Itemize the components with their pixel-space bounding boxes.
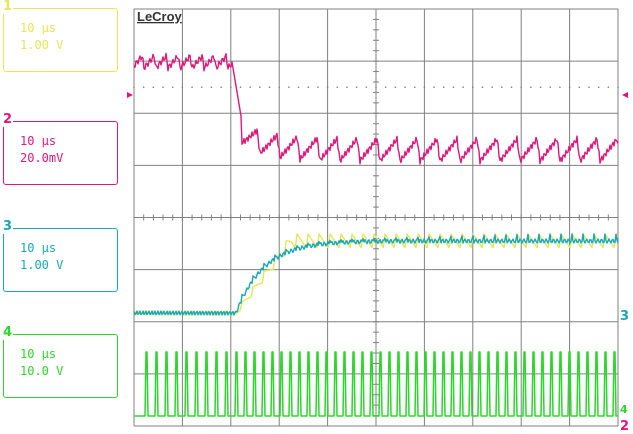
- channel-3-info[interactable]: 3 10 µs 1.00 V: [2, 220, 118, 292]
- grid: [133, 8, 619, 427]
- grid-dot: [210, 86, 213, 88]
- grid-dot: [239, 86, 242, 88]
- grid-dot: [481, 86, 484, 88]
- channel-2-info[interactable]: 2 10 µs 20.0mV: [2, 113, 118, 185]
- grid-dot: [181, 86, 184, 88]
- ch4-ground-marker: 4: [620, 403, 628, 416]
- trigger-level-right-marker: [622, 92, 628, 98]
- grid-dot: [607, 86, 610, 88]
- grid-dot: [462, 86, 464, 88]
- channel-1-info[interactable]: 1 10 µs 1.00 V: [2, 0, 118, 72]
- grid-dot: [220, 86, 222, 88]
- grid-dot: [346, 86, 348, 88]
- grid-dot: [133, 86, 135, 88]
- channel-3-timebase: 10 µs: [20, 241, 57, 255]
- channel-1-trace: [133, 233, 619, 316]
- grid-dot: [230, 86, 232, 88]
- grid-dot: [617, 86, 619, 88]
- grid-dot: [597, 86, 600, 88]
- channel-4-number: 4: [2, 325, 14, 340]
- grid-dot: [520, 86, 522, 88]
- grid-dot: [413, 86, 416, 88]
- channel-2-scale: 20.0mV: [20, 151, 64, 165]
- grid-dot: [375, 86, 377, 88]
- grid-dot: [142, 86, 145, 88]
- grid-dot: [588, 86, 590, 88]
- grid-dot: [568, 86, 571, 88]
- grid-dot: [501, 86, 503, 88]
- grid-dot: [549, 86, 552, 88]
- grid-dot: [530, 86, 532, 88]
- grid-dot: [404, 86, 406, 88]
- channel-2-timebase: 10 µs: [20, 134, 57, 148]
- grid-dot: [191, 86, 193, 88]
- grid-dot: [491, 86, 493, 88]
- grid-dot: [452, 86, 455, 88]
- channel-3-scale: 1.00 V: [20, 258, 64, 272]
- channel-1-number: 1: [2, 0, 14, 14]
- grid-dot: [200, 86, 203, 88]
- grid-dot: [171, 86, 174, 88]
- channel-3-number: 3: [2, 219, 14, 234]
- grid-dot: [249, 86, 251, 88]
- grid-dot: [384, 86, 387, 88]
- channel-4-trace: [134, 351, 618, 417]
- grid-dot: [307, 86, 310, 88]
- channel-4-timebase: 10 µs: [20, 347, 57, 361]
- grid-dot: [336, 86, 339, 88]
- grid-dot: [268, 86, 271, 88]
- grid-dot: [162, 86, 164, 88]
- grid-dot: [423, 86, 426, 88]
- trigger-level-left-marker: [127, 92, 133, 98]
- channel-2-number: 2: [2, 112, 14, 127]
- grid-dot: [510, 86, 513, 88]
- grid-dot: [259, 86, 261, 88]
- grid-dot: [297, 86, 300, 88]
- grid-dot: [433, 86, 435, 88]
- grid-dot: [288, 86, 290, 88]
- channel-4-info[interactable]: 4 10 µs 10.0 V: [2, 326, 118, 398]
- channel-2-trace: [133, 52, 619, 165]
- grid-dot: [152, 86, 155, 88]
- ch2-ground-marker: 2: [620, 419, 629, 434]
- ch3-ground-marker: 3: [620, 309, 629, 324]
- channel-3-trace: [133, 233, 619, 316]
- grid-dot: [394, 86, 397, 88]
- brand-label: LeCroy: [137, 9, 183, 24]
- channel-4-scale: 10.0 V: [20, 364, 64, 378]
- grid-dot: [578, 86, 581, 88]
- grid-dot: [326, 86, 329, 88]
- channel-1-timebase: 10 µs: [20, 21, 57, 35]
- grid-dot: [559, 86, 561, 88]
- grid-dot: [355, 86, 358, 88]
- grid-dot: [539, 86, 542, 88]
- grid-dot: [278, 86, 281, 88]
- grid-dot: [442, 86, 445, 88]
- grid-dot: [317, 86, 319, 88]
- channel-1-scale: 1.00 V: [20, 38, 64, 52]
- grid-dot: [365, 86, 368, 88]
- grid-dot: [472, 86, 474, 88]
